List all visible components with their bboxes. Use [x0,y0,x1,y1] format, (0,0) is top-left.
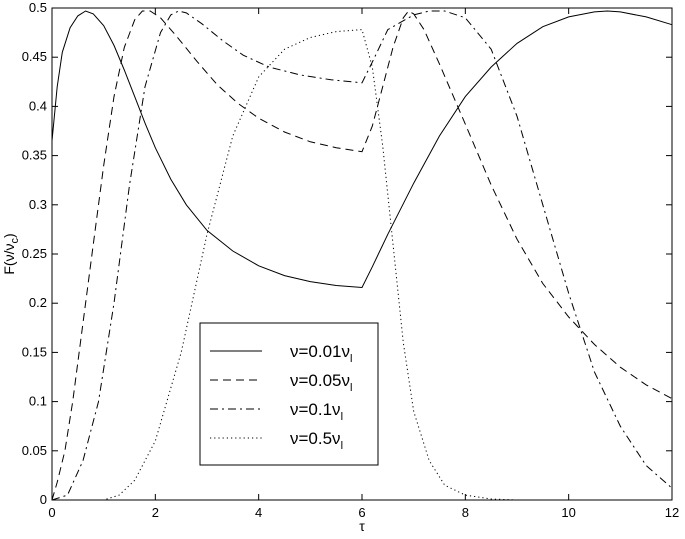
x-tick-label: 0 [48,505,55,520]
legend-label-0: ν=0.01νl [290,342,352,365]
y-tick-label: 0.1 [29,394,47,409]
legend-box [199,322,379,466]
x-tick-label: 12 [665,505,679,520]
x-axis-ticks: 0 2 4 6 8 10 12 [48,8,679,520]
y-tick-label: 0.05 [22,443,47,458]
legend: ν=0.01νl ν=0.05νl ν=0.1νl ν=0.5νl [199,322,379,466]
series-line-2 [51,10,673,501]
y-tick-label: 0 [40,492,47,507]
y-tick-label: 0.25 [22,246,47,261]
y-tick-label: 0.15 [22,344,47,359]
x-axis-label: τ [359,518,365,534]
y-tick-label: 0.45 [22,49,47,64]
legend-label-1: ν=0.05νl [290,371,352,394]
series-lines [51,10,673,501]
legend-label-3: ν=0.5νl [290,429,343,452]
x-tick-label: 4 [255,505,262,520]
series-line-0 [51,10,673,289]
y-axis-label: F(ν/νc) [1,233,21,274]
y-tick-label: 0.5 [29,0,47,15]
x-tick-label: 6 [358,505,365,520]
x-tick-label: 10 [561,505,575,520]
y-axis-ticks: 0 0.05 0.1 0.15 0.2 0.25 0.3 0.35 0.4 0.45 0.5 [22,0,672,507]
legend-label-2: ν=0.1νl [290,400,343,423]
series-line-1 [51,10,673,501]
series-line-3 [52,29,518,501]
y-tick-label: 0.3 [29,197,47,212]
y-tick-label: 0.2 [29,295,47,310]
y-tick-label: 0.4 [29,98,47,113]
x-tick-label: 2 [152,505,159,520]
x-tick-label: 8 [462,505,469,520]
y-tick-label: 0.35 [22,148,47,163]
